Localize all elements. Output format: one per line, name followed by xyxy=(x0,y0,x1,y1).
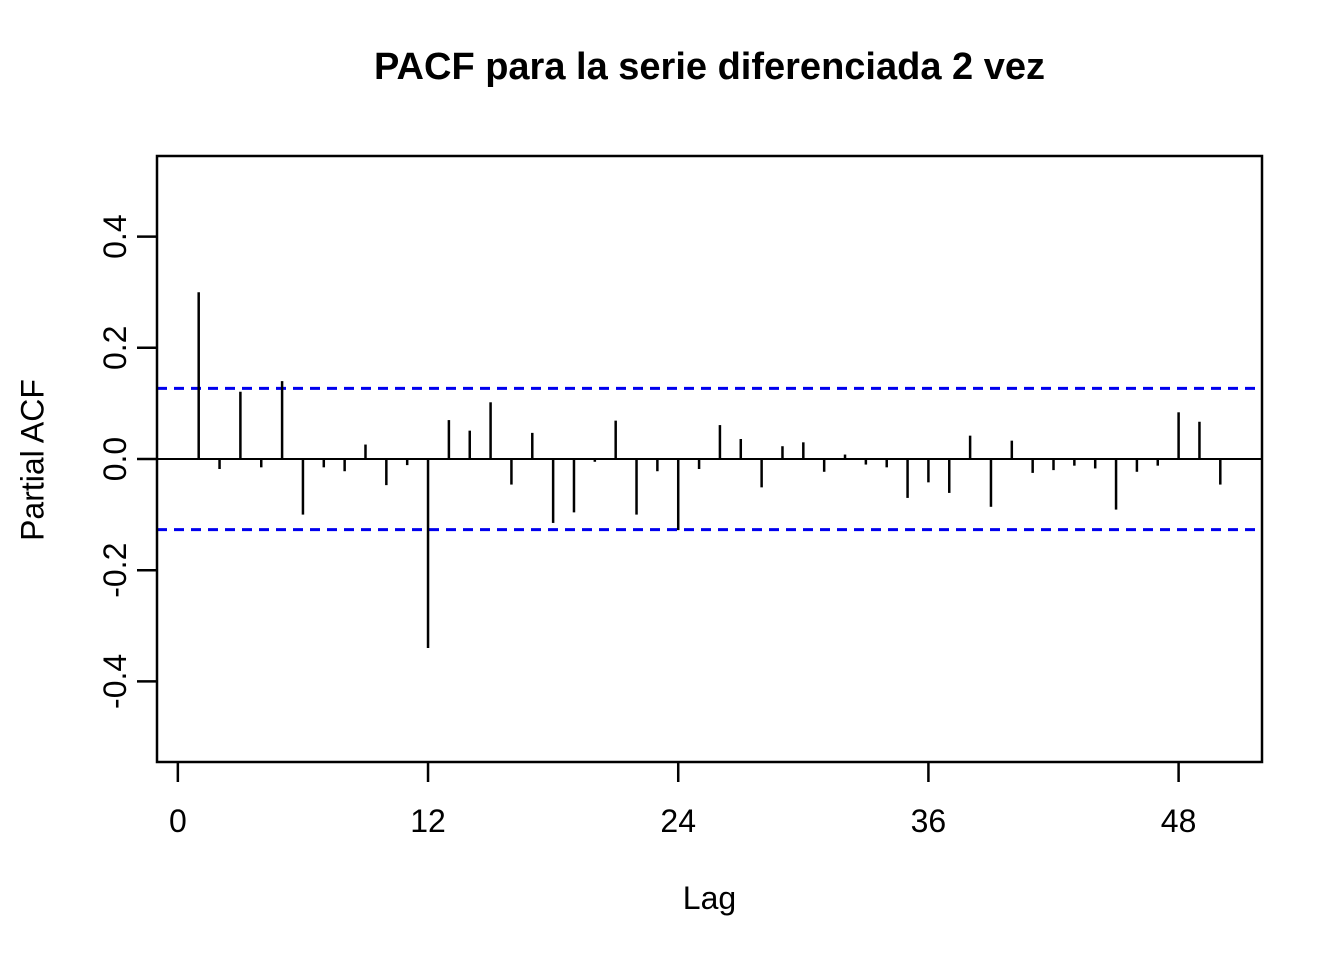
x-tick-label-48: 48 xyxy=(1161,803,1197,839)
y-tick-label-0.0: 0.0 xyxy=(97,437,133,481)
x-tick-label-12: 12 xyxy=(410,803,446,839)
y-tick-label--0.2: -0.2 xyxy=(97,543,133,598)
x-tick-label-0: 0 xyxy=(169,803,187,839)
x-tick-label-24: 24 xyxy=(660,803,696,839)
x-axis-title: Lag xyxy=(682,880,737,916)
x-tick-label-36: 36 xyxy=(911,803,947,839)
y-tick-label-0.4: 0.4 xyxy=(97,214,133,258)
y-tick-label-0.2: 0.2 xyxy=(97,326,133,370)
y-tick-label--0.4: -0.4 xyxy=(97,654,133,709)
chart-title: PACF para la serie diferenciada 2 vez xyxy=(374,46,1045,88)
